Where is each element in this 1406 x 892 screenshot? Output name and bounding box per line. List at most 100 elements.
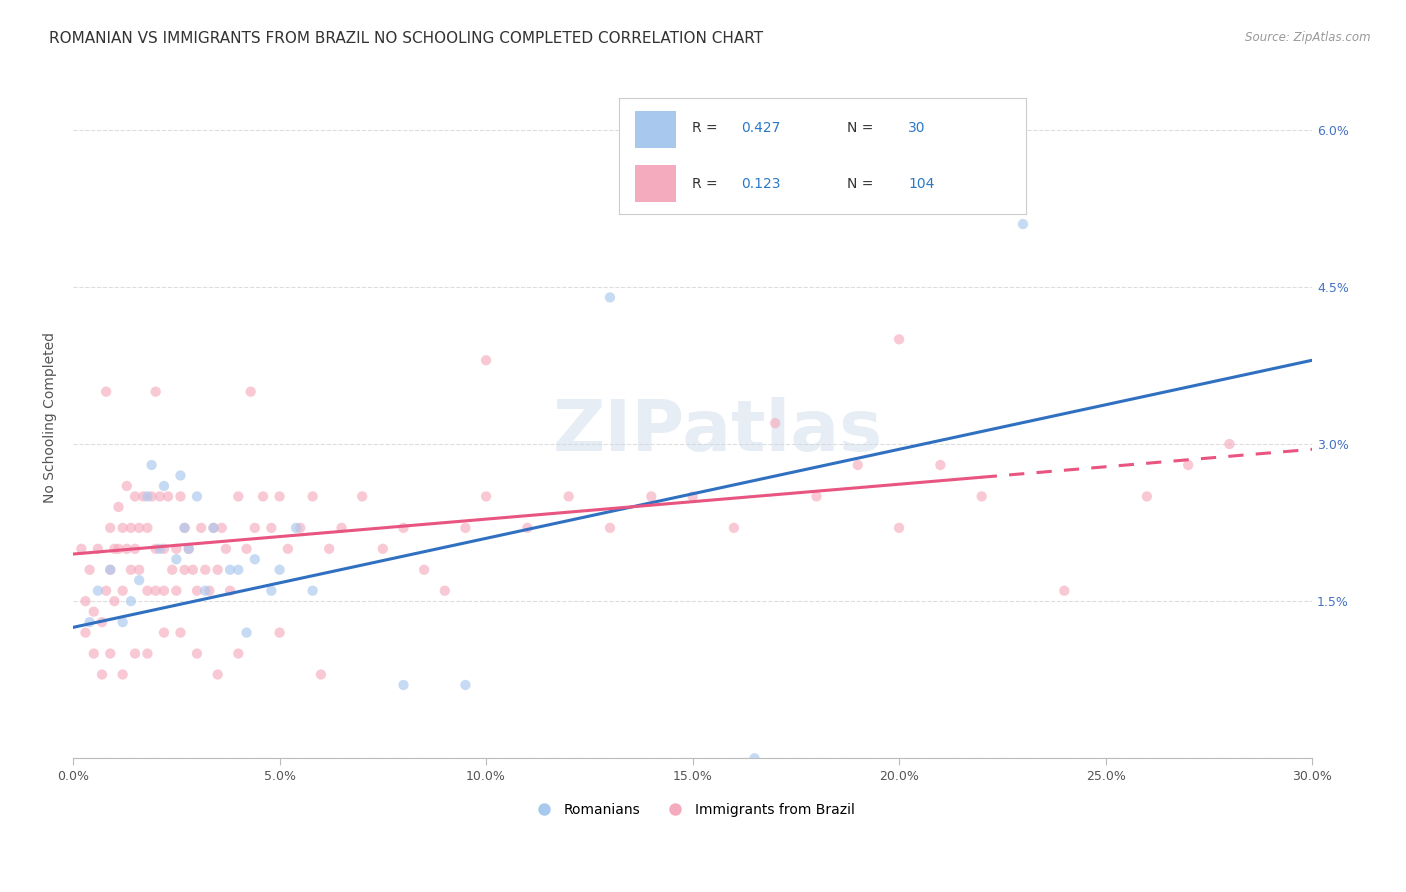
- Point: [285, 521, 308, 535]
- Point: [124, 490, 146, 504]
- Point: [181, 563, 204, 577]
- Point: [640, 490, 662, 504]
- Point: [165, 583, 187, 598]
- Point: [846, 458, 869, 472]
- Text: ROMANIAN VS IMMIGRANTS FROM BRAZIL NO SCHOOLING COMPLETED CORRELATION CHART: ROMANIAN VS IMMIGRANTS FROM BRAZIL NO SC…: [49, 31, 763, 46]
- Point: [83, 647, 105, 661]
- Point: [454, 678, 477, 692]
- Point: [83, 605, 105, 619]
- Point: [1053, 583, 1076, 598]
- Point: [763, 416, 786, 430]
- Point: [87, 583, 110, 598]
- Text: N =: N =: [846, 177, 877, 191]
- Point: [79, 615, 101, 629]
- Point: [1136, 490, 1159, 504]
- Point: [260, 521, 283, 535]
- Point: [371, 541, 394, 556]
- Point: [194, 583, 217, 598]
- Point: [173, 521, 195, 535]
- Y-axis label: No Schooling Completed: No Schooling Completed: [44, 333, 58, 503]
- Point: [98, 563, 121, 577]
- Point: [454, 521, 477, 535]
- Point: [141, 458, 163, 472]
- Point: [160, 563, 183, 577]
- Point: [128, 563, 150, 577]
- Point: [260, 583, 283, 598]
- Point: [744, 751, 766, 765]
- Point: [165, 541, 187, 556]
- Point: [207, 667, 229, 681]
- Point: [235, 541, 257, 556]
- Point: [516, 521, 538, 535]
- Point: [115, 541, 138, 556]
- Point: [599, 290, 621, 304]
- Point: [301, 490, 323, 504]
- Point: [243, 521, 266, 535]
- Text: 0.427: 0.427: [741, 121, 780, 136]
- Point: [169, 468, 191, 483]
- Legend: Romanians, Immigrants from Brazil: Romanians, Immigrants from Brazil: [524, 797, 860, 822]
- Point: [277, 541, 299, 556]
- Text: R =: R =: [692, 121, 723, 136]
- Bar: [636, 165, 676, 202]
- Point: [475, 353, 498, 368]
- Point: [219, 563, 242, 577]
- Point: [226, 647, 249, 661]
- Point: [557, 490, 579, 504]
- Point: [75, 594, 97, 608]
- Point: [723, 521, 745, 535]
- Point: [1012, 217, 1035, 231]
- Point: [91, 615, 114, 629]
- Point: [475, 490, 498, 504]
- Point: [243, 552, 266, 566]
- Point: [219, 583, 242, 598]
- Point: [91, 667, 114, 681]
- Point: [107, 541, 129, 556]
- Point: [211, 521, 233, 535]
- Point: [153, 625, 176, 640]
- Point: [352, 490, 374, 504]
- Point: [1177, 458, 1199, 472]
- Text: 30: 30: [908, 121, 925, 136]
- Text: N =: N =: [846, 121, 877, 136]
- Point: [887, 332, 910, 346]
- Point: [115, 479, 138, 493]
- Point: [136, 583, 159, 598]
- Point: [433, 583, 456, 598]
- Point: [186, 583, 208, 598]
- Point: [252, 490, 274, 504]
- Point: [226, 563, 249, 577]
- Point: [98, 647, 121, 661]
- Point: [177, 541, 200, 556]
- Point: [157, 490, 180, 504]
- Point: [318, 541, 340, 556]
- Point: [301, 583, 323, 598]
- Bar: [636, 111, 676, 148]
- Point: [207, 563, 229, 577]
- Point: [269, 625, 291, 640]
- Point: [120, 521, 142, 535]
- Point: [111, 583, 134, 598]
- Point: [186, 647, 208, 661]
- Point: [198, 583, 221, 598]
- Point: [153, 583, 176, 598]
- Point: [136, 647, 159, 661]
- Point: [103, 541, 125, 556]
- Point: [136, 490, 159, 504]
- Point: [153, 479, 176, 493]
- Point: [599, 521, 621, 535]
- Point: [165, 552, 187, 566]
- Point: [111, 667, 134, 681]
- Point: [194, 563, 217, 577]
- Point: [94, 583, 117, 598]
- Point: [173, 563, 195, 577]
- Point: [145, 384, 167, 399]
- Text: Source: ZipAtlas.com: Source: ZipAtlas.com: [1246, 31, 1371, 45]
- Point: [149, 490, 172, 504]
- Point: [413, 563, 436, 577]
- Point: [98, 521, 121, 535]
- Point: [153, 541, 176, 556]
- Point: [94, 384, 117, 399]
- Point: [149, 541, 172, 556]
- Point: [235, 625, 257, 640]
